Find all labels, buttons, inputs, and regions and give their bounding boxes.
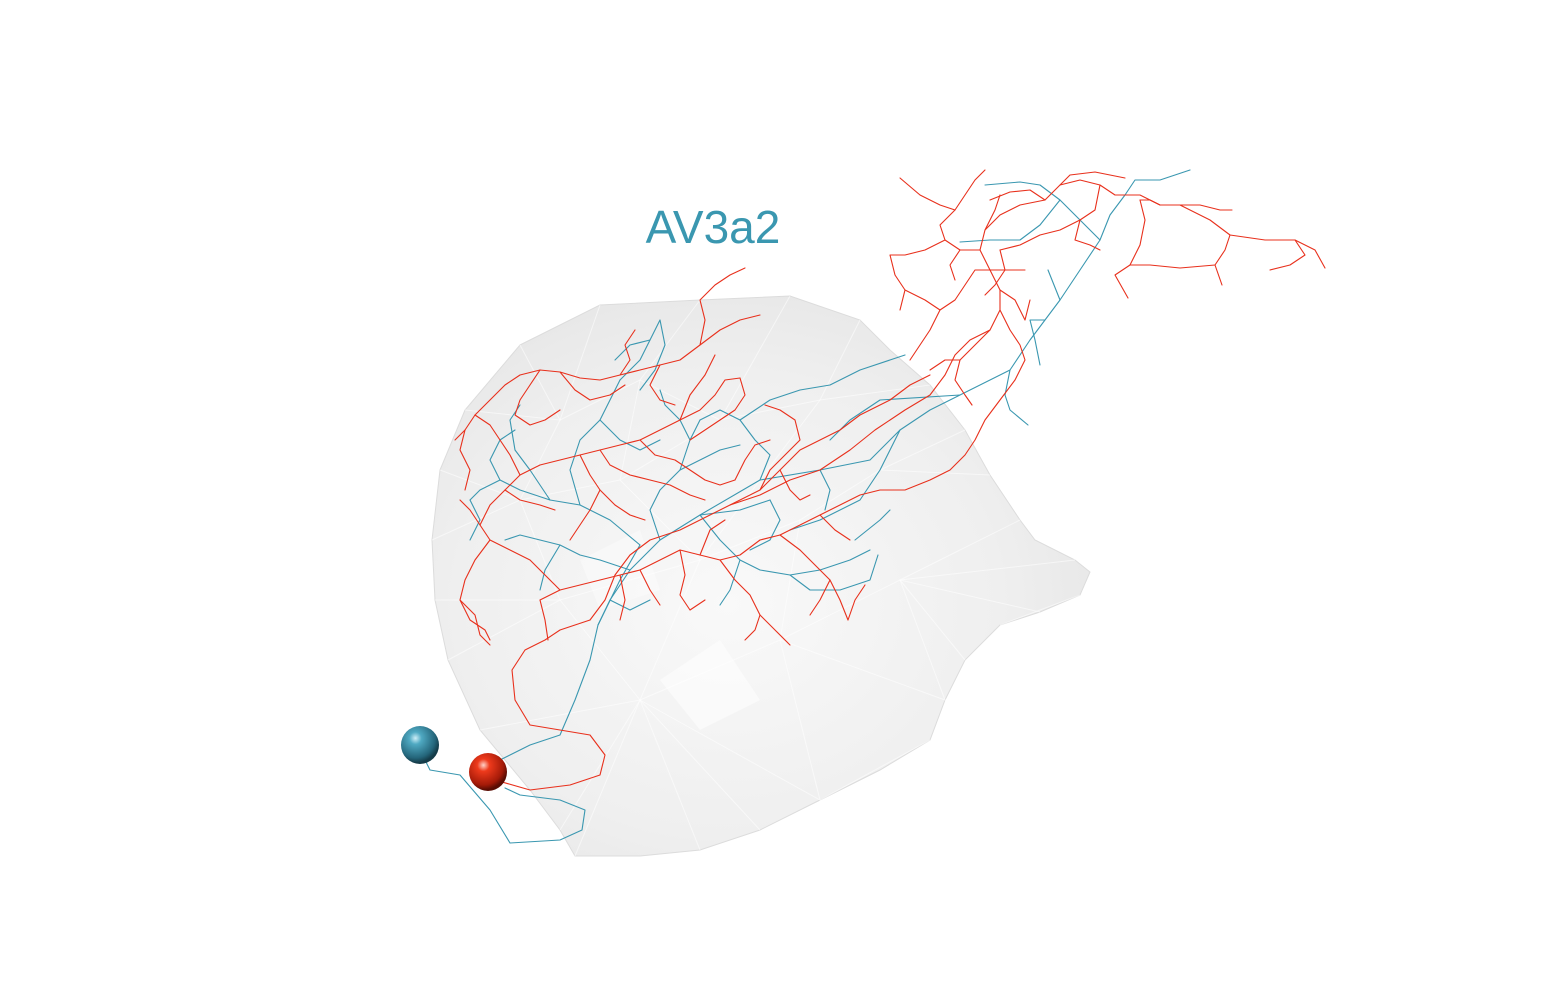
red-neuron-soma	[469, 753, 507, 791]
red-neuron-arbor	[454, 169, 1326, 791]
blue-neuron-arbor	[419, 169, 1191, 844]
blue-neuron-soma	[401, 726, 439, 764]
neuron-type-label: AV3a2	[646, 201, 781, 253]
neuropil-mesh	[431, 295, 1091, 857]
